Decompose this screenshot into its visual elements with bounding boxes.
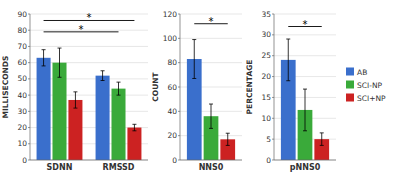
grid-line (30, 30, 148, 31)
tick-label: 60 (167, 83, 177, 92)
error-bar (320, 133, 324, 146)
error-bar (192, 40, 196, 79)
legend-label: SCI-NP (357, 81, 383, 90)
tick-label: 35 (261, 10, 271, 19)
legend-swatch (346, 94, 354, 102)
tick-label: 80 (17, 26, 27, 35)
grid-line (274, 14, 336, 15)
category-label: pNNS0 (290, 163, 321, 172)
significance-star: * (87, 12, 92, 23)
panel: 0 20 40 60 80 100 120 COUNT NNS0 * (151, 10, 242, 172)
tick-label: 90 (17, 10, 27, 19)
y-axis-line (30, 14, 31, 160)
grid-line (180, 14, 242, 15)
bar (111, 89, 125, 160)
tick-label: 25 (261, 51, 271, 60)
significance-star: * (79, 24, 84, 35)
legend-label: AB (357, 68, 367, 77)
tick-label: 10 (261, 114, 271, 123)
error-bar (132, 124, 136, 130)
grid-line (30, 160, 148, 161)
error-bar (58, 48, 62, 77)
y-axis-label: MILLISECONDS (1, 56, 10, 119)
error-bar (101, 71, 105, 81)
marks (281, 39, 329, 160)
tick-label: 70 (17, 42, 27, 51)
grid-line (274, 55, 336, 56)
chart: 0102030405060708090MILLISECONDSSDNNRMSSD… (0, 0, 400, 179)
bar (37, 58, 51, 160)
error-bar (209, 104, 213, 128)
grid-line (30, 46, 148, 47)
x-axis-line (30, 160, 148, 161)
x-axis-line (180, 160, 242, 161)
tick-label: 60 (17, 58, 27, 67)
bar (127, 128, 141, 160)
category-label: NNS0 (199, 163, 224, 172)
tick-label: 80 (167, 58, 177, 67)
panel: 0 5 10 15 20 25 30 35 PERCENTAGE pNNS0 * (245, 10, 336, 172)
bar (52, 63, 66, 160)
category-label: RMSSD (103, 163, 135, 172)
tick-label: 0 (22, 156, 27, 165)
legend-label: SCI+NP (357, 94, 386, 103)
error-bar (226, 133, 230, 145)
marks (37, 48, 142, 160)
significance-star: * (209, 16, 214, 27)
tick-label: 20 (167, 131, 177, 140)
error-bar (286, 39, 290, 81)
error-bar (117, 82, 121, 95)
tick-label: 20 (17, 123, 27, 132)
tick-label: 0 (266, 156, 271, 165)
bar (96, 76, 110, 160)
grid-line (274, 34, 336, 35)
tick-label: 5 (266, 135, 271, 144)
grid-line (180, 38, 242, 39)
error-bar (303, 89, 307, 131)
y-axis-line (180, 14, 181, 160)
y-axis-label: PERCENTAGE (245, 60, 254, 115)
tick-label: 20 (261, 72, 271, 81)
error-bar (42, 50, 46, 66)
legend-swatch (346, 68, 354, 76)
marks (187, 40, 235, 160)
legend-swatch (346, 81, 354, 89)
category-label: SDNN (47, 163, 73, 172)
y-axis-line (274, 14, 275, 160)
tick-label: 40 (167, 107, 177, 116)
y-axis-label: COUNT (151, 71, 160, 101)
tick-label: 100 (163, 34, 178, 43)
tick-label: 40 (17, 91, 27, 100)
tick-label: 10 (17, 139, 27, 148)
x-axis-line (274, 160, 336, 161)
tick-label: 0 (172, 156, 177, 165)
tick-label: 120 (163, 10, 178, 19)
significance-star: * (303, 19, 308, 30)
tick-label: 50 (17, 74, 27, 83)
panel: 0 10 20 30 40 50 60 70 80 90 MILLISECONDS SDNN RMSSD… (1, 10, 148, 172)
grid-line (274, 160, 336, 161)
error-bar (73, 92, 77, 108)
grid-line (180, 160, 242, 161)
bar (68, 100, 82, 160)
tick-label: 15 (261, 93, 271, 102)
tick-label: 30 (261, 30, 271, 39)
tick-label: 30 (17, 107, 27, 116)
legend: AB SCI-NP SCI+NP (346, 68, 386, 103)
